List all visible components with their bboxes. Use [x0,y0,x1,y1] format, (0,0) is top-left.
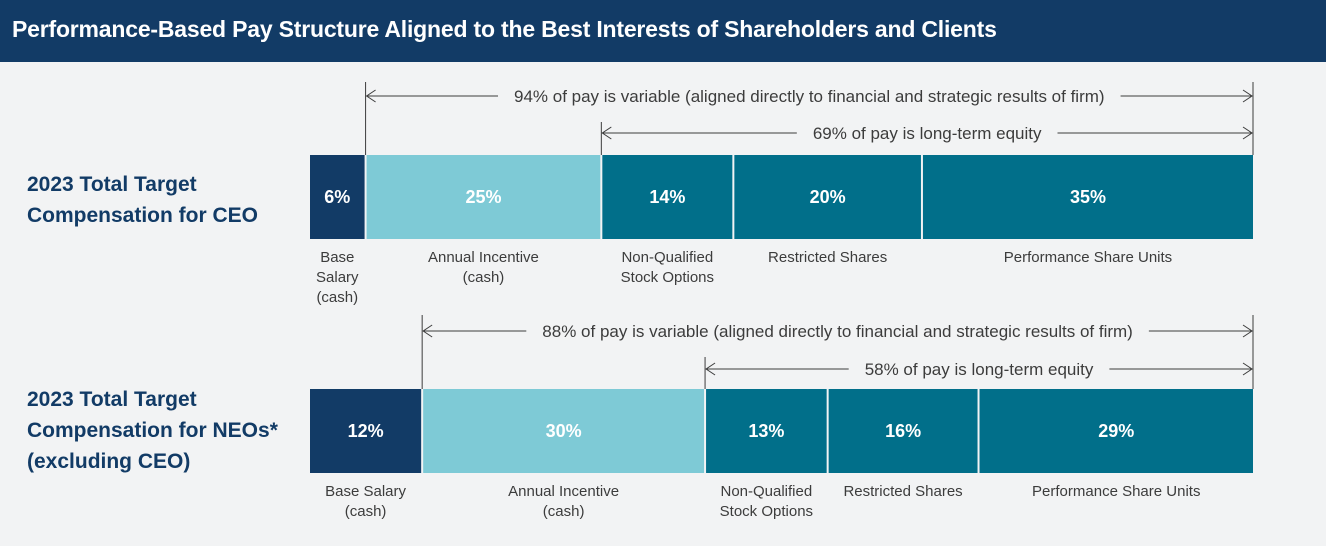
neo-segment-value-label: 13% [748,421,784,441]
ceo-bar-segment [602,155,733,239]
ceo-segment-value-label: 20% [810,187,846,207]
neo-segment-category-label: Non-Qualified [720,483,812,500]
neo-segment-value-label: 30% [546,421,582,441]
neo-segment-category-label: Restricted Shares [843,483,962,500]
ceo-row-title-line-1: 2023 Total Target [27,173,197,196]
ceo-bar-segment [310,155,365,239]
ceo-segment-value-label: 25% [465,187,501,207]
neo-bar-segment [828,389,978,473]
ceo-bar-segment [922,155,1253,239]
neo-annotation-label: 88% of pay is variable (aligned directly… [542,322,1133,341]
ceo-annotation-arrowhead-left [365,89,376,103]
ceo-segment-category-label: Base [320,249,354,266]
ceo-segment-category-label: (cash) [316,289,358,306]
header-bar: Performance-Based Pay Structure Aligned … [0,0,1326,62]
ceo-row-title-line-2: Compensation for CEO [27,204,259,227]
ceo-segment-category-label: Non-Qualified [621,249,713,266]
neo-segment-category-label: Annual Incentive [508,483,619,500]
neo-annotation-arrowhead-left [422,324,433,338]
ceo-segment-category-label: Performance Share Units [1004,249,1172,266]
ceo-segment-category-label: Salary [316,269,359,286]
ceo-segment-category-label: Stock Options [621,269,714,286]
neo-segment-category-label: Base Salary [325,483,406,500]
neo-annotation-arrowhead-left [705,362,716,376]
neo-bar-segment [423,389,705,473]
ceo-annotation-label: 94% of pay is variable (aligned directly… [514,87,1105,106]
ceo-segment-category-label: Annual Incentive [428,249,539,266]
ceo-segment-category-label: (cash) [463,269,505,286]
neo-bar-segment [310,389,422,473]
neo-segment-category-label: (cash) [543,503,585,520]
ceo-bar-segment [734,155,921,239]
neo-segment-value-label: 29% [1098,421,1134,441]
neo-segment-category-label: (cash) [345,503,387,520]
ceo-row-title: 2023 Total Target Compensation for CEO [27,169,258,231]
neo-bar-segment [979,389,1253,473]
ceo-annotation-arrowhead-right [1242,89,1253,103]
neo-bar-segment [706,389,827,473]
neo-row-title: 2023 Total Target Compensation for NEOs*… [27,384,278,477]
neo-annotation-arrowhead-right [1242,362,1253,376]
ceo-bar-segment [366,155,601,239]
neo-annotation-label: 58% of pay is long-term equity [865,360,1094,379]
ceo-annotation-label: 69% of pay is long-term equity [813,124,1042,143]
ceo-segment-category-label: Restricted Shares [768,249,887,266]
ceo-annotation-arrowhead-right [1242,126,1253,140]
neo-row-title-line-1: 2023 Total Target [27,388,197,411]
ceo-segment-value-label: 14% [649,187,685,207]
ceo-annotation-arrowhead-left [601,126,612,140]
neo-annotation-arrowhead-right [1242,324,1253,338]
ceo-segment-value-label: 35% [1070,187,1106,207]
ceo-segment-value-label: 6% [324,187,350,207]
neo-row-title-line-3: (excluding CEO) [27,450,191,473]
neo-row-title-line-2: Compensation for NEOs* [27,419,278,442]
neo-segment-category-label: Performance Share Units [1032,483,1200,500]
neo-segment-category-label: Stock Options [720,503,813,520]
neo-segment-value-label: 12% [348,421,384,441]
neo-segment-value-label: 16% [885,421,921,441]
page-title: Performance-Based Pay Structure Aligned … [12,16,997,42]
